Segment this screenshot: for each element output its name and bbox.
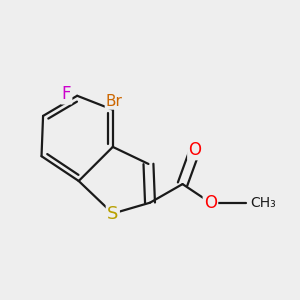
Text: S: S (107, 205, 118, 223)
Text: CH₃: CH₃ (251, 196, 277, 210)
Text: O: O (188, 141, 201, 159)
Text: Br: Br (106, 94, 123, 109)
Text: O: O (204, 194, 217, 212)
Text: F: F (61, 85, 71, 103)
